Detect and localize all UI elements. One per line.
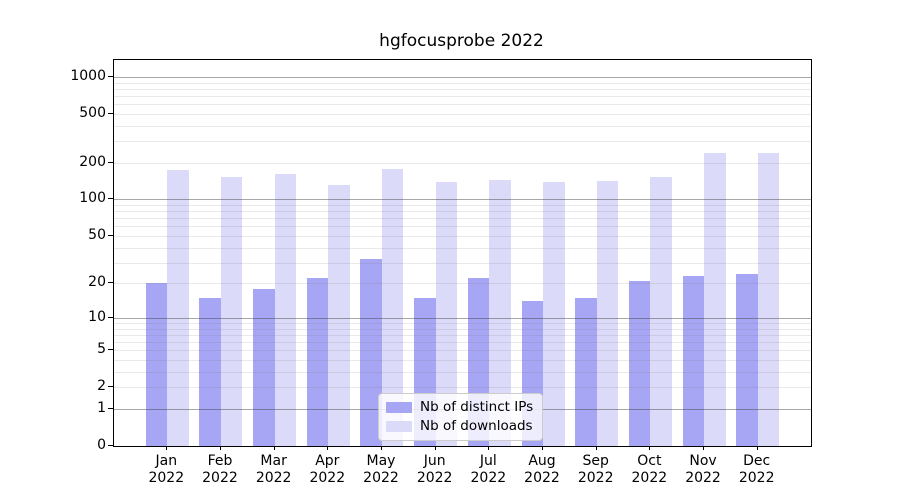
gridline-400: [114, 125, 811, 127]
x-tick-label-mar: Mar 2022: [255, 453, 292, 486]
bar-ips-apr: [306, 278, 329, 446]
bar-downloads-jun: [435, 182, 458, 446]
y-tick-mark: [108, 161, 113, 163]
bar-downloads-feb: [220, 177, 243, 446]
y-tick-mark: [108, 349, 113, 351]
y-tick-label-2: 2: [97, 378, 106, 395]
x-tick-label-sep: Sep 2022: [577, 453, 614, 486]
y-tick-label-50: 50: [88, 226, 106, 243]
y-tick-mark: [108, 445, 113, 446]
bar-downloads-sep: [596, 181, 619, 446]
x-tick-label-jan: Jan 2022: [148, 453, 185, 486]
x-tick-label-apr: Apr 2022: [309, 453, 346, 486]
bar-ips-nov: [682, 276, 705, 446]
bar-ips-dec: [736, 274, 758, 446]
plot-area: Nb of distinct IPs Nb of downloads: [113, 59, 812, 447]
legend-label: Nb of distinct IPs: [420, 399, 534, 415]
x-tick-mark: [434, 446, 436, 450]
gridline-800: [114, 88, 811, 90]
x-tick-mark: [542, 446, 543, 450]
bar-downloads-apr: [328, 185, 350, 446]
bar-downloads-jul: [489, 180, 511, 446]
bar-ips-may: [360, 259, 382, 446]
bar-downloads-dec: [757, 153, 780, 446]
x-tick-label-feb: Feb 2022: [202, 453, 238, 486]
bar-downloads-aug: [543, 182, 565, 446]
y-tick-mark: [108, 234, 113, 236]
y-tick-mark: [108, 407, 113, 409]
gridline-700: [114, 95, 811, 97]
bar-ips-jan: [145, 283, 168, 446]
y-tick-label-200: 200: [79, 153, 106, 170]
x-tick-mark: [327, 446, 329, 450]
legend-label: Nb of downloads: [420, 418, 533, 434]
y-tick-label-0: 0: [97, 437, 106, 453]
y-tick-label-20: 20: [88, 274, 106, 291]
y-tick-mark: [108, 386, 113, 388]
x-tick-mark: [649, 446, 651, 450]
gridline-300: [114, 141, 811, 143]
x-tick-label-jun: Jun 2022: [416, 453, 453, 486]
x-tick-mark: [273, 446, 275, 450]
gridline-500: [114, 113, 811, 115]
x-tick-mark: [488, 446, 490, 450]
bar-downloads-may: [381, 169, 404, 446]
legend-swatch-downloads: [386, 420, 412, 432]
bar-downloads-oct: [650, 177, 672, 446]
y-tick-label-10: 10: [88, 308, 106, 325]
x-tick-mark: [703, 446, 705, 450]
x-tick-label-may: May 2022: [363, 453, 399, 486]
x-tick-mark: [756, 446, 758, 450]
bar-downloads-jan: [167, 170, 189, 446]
y-tick-label-1: 1: [97, 399, 106, 416]
y-tick-label-100: 100: [79, 190, 106, 207]
legend-swatch-ips: [386, 401, 412, 413]
legend: Nb of distinct IPs Nb of downloads: [378, 393, 544, 441]
x-tick-label-dec: Dec 2022: [738, 453, 775, 486]
bar-ips-sep: [575, 297, 597, 446]
bar-downloads-nov: [704, 153, 726, 446]
bar-downloads-mar: [274, 174, 297, 446]
x-tick-mark: [380, 446, 382, 450]
legend-row: Nb of downloads: [386, 418, 533, 434]
gridline-600: [114, 104, 811, 106]
y-tick-label-1000: 1000: [70, 67, 106, 84]
x-tick-mark: [219, 446, 221, 450]
y-tick-mark: [108, 316, 113, 318]
x-tick-label-aug: Aug 2022: [524, 453, 560, 486]
chart-title: hgfocusprobe 2022: [379, 31, 544, 51]
gridline-1000: [114, 76, 811, 78]
x-tick-label-jul: Jul 2022: [470, 453, 507, 486]
y-tick-mark: [108, 282, 113, 284]
x-tick-label-nov: Nov 2022: [685, 453, 721, 486]
legend-row: Nb of distinct IPs: [386, 399, 533, 415]
x-tick-mark: [595, 446, 597, 450]
gridline-900: [114, 82, 811, 84]
bar-ips-feb: [199, 297, 221, 446]
x-tick-label-oct: Oct 2022: [631, 453, 668, 486]
y-tick-mark: [108, 75, 113, 77]
y-tick-mark: [108, 112, 113, 114]
y-tick-mark: [108, 198, 113, 200]
x-tick-mark: [166, 446, 168, 450]
y-tick-label-5: 5: [97, 341, 106, 358]
bar-ips-oct: [628, 280, 651, 446]
y-tick-label-500: 500: [79, 104, 106, 121]
bar-ips-mar: [253, 288, 275, 446]
